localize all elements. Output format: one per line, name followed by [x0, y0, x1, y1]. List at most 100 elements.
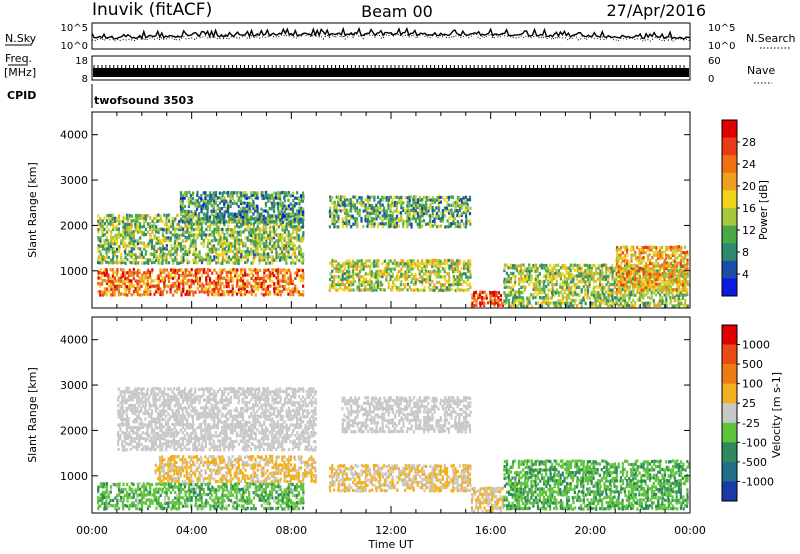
data-cell	[180, 290, 183, 294]
data-cell	[196, 220, 199, 224]
data-cell	[192, 258, 195, 262]
data-cell	[342, 283, 345, 287]
data-cell	[402, 262, 405, 266]
data-cell	[650, 267, 653, 271]
data-cell	[155, 284, 158, 288]
data-cell	[242, 287, 245, 291]
data-cell	[566, 283, 569, 287]
data-cell	[218, 217, 222, 221]
data-cell	[345, 219, 348, 223]
data-cell	[225, 274, 229, 278]
data-cell	[515, 264, 518, 268]
data-cell	[416, 278, 419, 282]
data-cell	[208, 193, 211, 197]
data-cell	[621, 259, 624, 263]
data-cell	[214, 196, 217, 200]
data-cell	[503, 263, 507, 267]
data-cell	[138, 270, 141, 274]
data-cell	[466, 283, 469, 287]
data-cell	[184, 274, 187, 278]
data-cell	[636, 282, 639, 286]
data-cell	[229, 268, 232, 272]
data-cell	[149, 276, 152, 280]
data-cell	[207, 258, 210, 262]
data-cell	[203, 287, 206, 291]
data-cell	[258, 212, 261, 216]
data-cell	[655, 246, 658, 250]
data-cell	[578, 293, 581, 297]
data-cell	[258, 258, 261, 262]
data-cell	[208, 282, 211, 286]
data-cell	[495, 299, 498, 303]
data-cell	[379, 280, 382, 284]
data-cell	[360, 288, 363, 292]
data-cell	[209, 215, 212, 219]
data-cell	[221, 238, 224, 242]
data-cell	[198, 281, 201, 285]
data-cell	[179, 204, 182, 208]
data-cell	[298, 247, 301, 251]
data-cell	[537, 274, 540, 278]
data-cell	[176, 247, 179, 251]
data-cell	[215, 222, 218, 226]
data-cell	[366, 259, 369, 263]
data-cell	[657, 278, 660, 282]
data-cell	[379, 216, 382, 220]
data-cell	[642, 256, 645, 260]
data-cell	[479, 296, 482, 300]
data-cell	[107, 289, 110, 293]
data-cell	[281, 247, 284, 251]
data-cell	[609, 288, 612, 292]
data-cell	[464, 280, 468, 284]
data-cell	[615, 272, 618, 276]
data-cell	[680, 253, 683, 257]
data-cell	[590, 303, 593, 308]
data-cell	[144, 244, 147, 248]
data-cell	[462, 280, 465, 284]
data-cell	[555, 269, 558, 273]
data-cell	[467, 275, 470, 279]
data-cell	[101, 293, 104, 297]
data-cell	[630, 280, 633, 284]
data-cell	[274, 196, 278, 200]
data-cell	[665, 245, 668, 249]
data-cell	[258, 230, 261, 234]
data-cell	[381, 269, 384, 274]
data-cell	[269, 273, 272, 277]
data-cell	[206, 194, 209, 198]
data-cell	[456, 209, 459, 213]
data-cell	[507, 276, 510, 281]
data-cell	[301, 261, 304, 265]
data-cell	[542, 299, 545, 303]
data-cell	[233, 261, 236, 265]
colorbar-swatch	[722, 278, 737, 297]
data-cell	[654, 284, 657, 289]
data-cell	[198, 271, 201, 275]
data-cell	[645, 272, 648, 276]
data-cell	[530, 293, 533, 297]
data-cell	[520, 291, 523, 295]
data-cell	[640, 291, 643, 295]
data-cell	[124, 227, 127, 231]
data-cell	[235, 238, 238, 242]
data-cell	[270, 220, 273, 224]
data-cell	[358, 269, 361, 274]
data-cell	[289, 289, 292, 293]
data-cell	[592, 274, 595, 278]
data-cell	[447, 195, 450, 200]
data-cell	[648, 277, 651, 281]
data-cell	[149, 285, 152, 289]
data-cell	[252, 207, 255, 211]
data-cell	[230, 257, 233, 262]
data-cell	[603, 277, 606, 282]
data-cell	[159, 261, 162, 265]
data-cell	[264, 220, 267, 224]
data-cell	[578, 285, 581, 289]
data-cell	[269, 239, 272, 243]
data-cell	[507, 285, 510, 289]
data-cell	[196, 261, 199, 265]
data-cell	[202, 238, 205, 242]
data-cell	[283, 190, 286, 195]
data-cell	[185, 193, 188, 198]
data-cell	[192, 236, 195, 240]
